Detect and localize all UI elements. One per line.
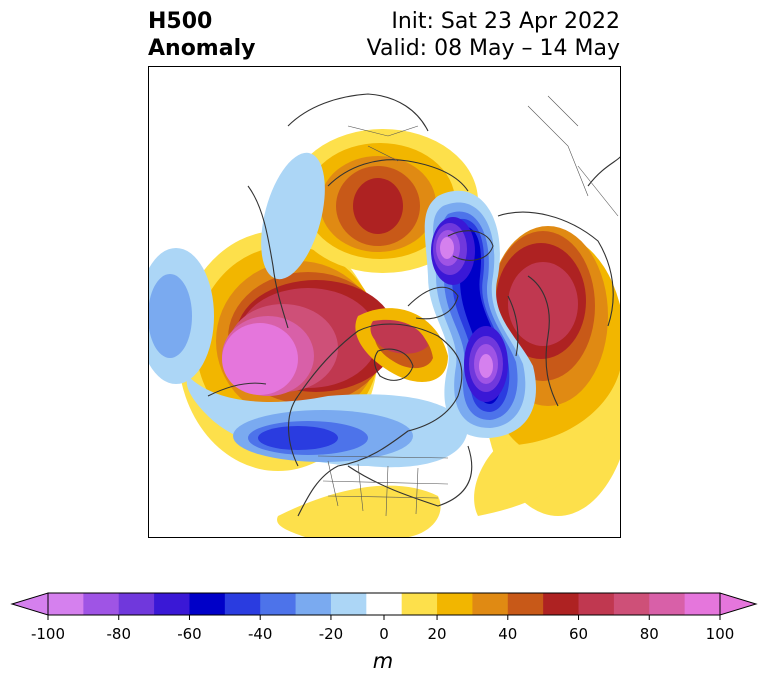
anomaly-map (148, 66, 621, 538)
plot-title-right: Init: Sat 23 Apr 2022 Valid: 08 May – 14… (367, 8, 620, 62)
colorbar-bin (154, 593, 190, 615)
colorbar-tick-label: 20 (428, 625, 447, 643)
us-low (186, 376, 468, 468)
colorbar-tick-label: 100 (706, 625, 735, 643)
colorbar-tick-label: -20 (319, 625, 344, 643)
colorbar-tick-label: 40 (498, 625, 517, 643)
colorbar-tick-label: 60 (569, 625, 588, 643)
colorbar-bin (472, 593, 509, 615)
colorbar-bin (224, 593, 261, 615)
colorbar-unit-label: m (373, 649, 393, 673)
colorbar-bin (684, 593, 721, 615)
colorbar-tick-label: -80 (106, 625, 131, 643)
colorbar-bin (189, 593, 226, 615)
colorbar-bin (401, 593, 438, 615)
pacific-low (148, 248, 214, 384)
colorbar-bin (437, 593, 473, 615)
colorbar-tick-label: -60 (177, 625, 202, 643)
variable-name: H500 (148, 9, 213, 34)
colorbar-bins (10, 592, 758, 616)
colorbar-bin (649, 593, 686, 615)
anomaly-label: Anomaly (148, 36, 256, 61)
colorbar-bin (83, 593, 120, 615)
us-positive-band (277, 485, 441, 538)
west-canada-negative (261, 152, 325, 280)
colorbar-tick-label: 0 (379, 625, 389, 643)
border-layer (317, 95, 619, 517)
colorbar-bin (543, 593, 580, 615)
plot-title-left: H500 Anomaly (148, 8, 255, 62)
colorbar-tick-label: -40 (248, 625, 273, 643)
colorbar-bin (507, 593, 544, 615)
atlantic-positive-tongue (474, 366, 621, 516)
colorbar-bin (48, 593, 84, 615)
colorbar-extend-high (719, 592, 758, 616)
colorbar: -100 -80 -60 -40 -20 0 20 40 60 80 100 m (10, 592, 758, 673)
colorbar-ticks: -100 -80 -60 -40 -20 0 20 40 60 80 100 (31, 615, 734, 643)
map-frame (148, 66, 621, 538)
colorbar-tick-label: -100 (31, 625, 65, 643)
eastern-canada-low (464, 326, 508, 402)
siberia-high (288, 129, 478, 273)
colorbar-tick-label: 80 (640, 625, 659, 643)
coastline-layer (207, 93, 621, 517)
colorbar-bin (366, 593, 403, 615)
colorbar-bin (613, 593, 650, 615)
colorbar-bin (578, 593, 615, 615)
hudson-positive-center (370, 319, 428, 354)
colorbar-bin (118, 593, 155, 615)
anomaly-fill-layer (148, 129, 621, 538)
valid-range: Valid: 08 May – 14 May (366, 36, 620, 61)
init-date: Init: Sat 23 Apr 2022 (391, 9, 620, 34)
colorbar-bin (295, 593, 332, 615)
colorbar-extend-low (10, 592, 49, 616)
colorbar-bin (330, 593, 367, 615)
colorbar-bin (260, 593, 297, 615)
